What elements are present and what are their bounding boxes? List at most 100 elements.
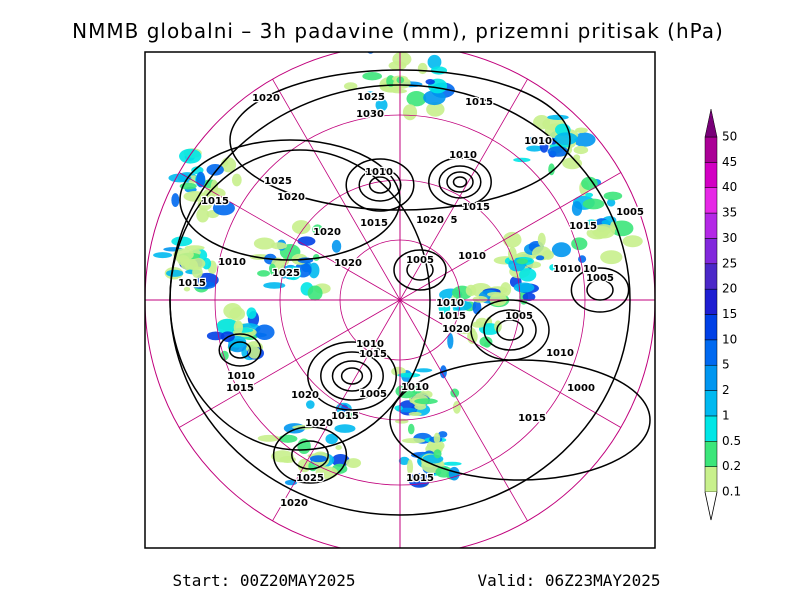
precip-patch [309,455,327,463]
precip-patch [206,331,225,341]
precip-patch [388,61,407,71]
isobar [586,279,614,301]
precip-patch [248,346,261,359]
isobar-label: 1025 [272,268,300,279]
colorbar-label: 25 [722,256,737,270]
isobar [179,139,401,261]
colorbar-label: 2 [722,383,730,397]
isobar [368,176,392,194]
isobar [428,157,492,207]
colorbar-segment [704,364,718,391]
precip-patch [425,79,435,85]
precip-patch [362,72,382,81]
map-frame [144,51,656,549]
precip-patch [417,62,428,75]
precip-patch [415,368,433,373]
isobar-label: 1010 [458,251,486,262]
precip-patch [426,101,445,117]
precip-patch [192,266,203,279]
precip-patch [502,231,522,248]
precip-patch [573,145,589,155]
colorbar-segment [704,390,718,417]
precip-patch [433,449,442,459]
precip-patch [537,232,546,247]
precip-patch [427,54,442,70]
colorbar-segment [704,441,718,467]
isobar-label: 1005 [406,255,434,266]
isobar-label: 1005 [586,273,614,284]
meridian-line [399,299,622,428]
isobar [320,351,384,401]
colorbar-label: 20 [722,282,737,296]
isobar [496,319,524,341]
colorbar-label: 40 [722,180,737,194]
precip-patch [571,201,583,216]
precip-patch [246,307,257,319]
precip-patch [153,252,173,259]
colorbar-segment [704,314,718,341]
colorbar-label: 1 [722,408,730,422]
precip-patch [581,176,598,191]
precip-patch [184,245,205,251]
isobar-label: 1020 [291,390,319,401]
precip-patch [166,269,184,277]
isobar [228,341,252,359]
isobar [345,158,415,212]
isobar [218,333,262,367]
isobar-label: 1020 [280,498,308,509]
precip-patch [257,270,271,277]
precip-patch [408,411,422,417]
isobar [291,440,329,470]
precip-patch [539,139,549,153]
isobar [570,267,630,313]
isobar [169,84,631,516]
precip-patch [375,98,388,112]
precip-patch [191,281,216,290]
meridian-line [178,299,401,428]
isobar-label: 1010 [449,150,477,161]
precip-patch [340,411,353,419]
precip-patch [345,458,362,468]
precip-patch [253,237,276,250]
precip-patch [622,235,643,248]
precip-patch [233,320,244,335]
isobar-label: 1015 [465,97,493,108]
colorbar-label: 35 [722,206,737,220]
colorbar-segment [704,187,718,214]
colorbar-segment [704,415,718,442]
colorbar-label: 5 [722,358,730,372]
precip-patch [335,444,342,450]
isobar [340,367,364,385]
meridian-line [272,299,401,522]
colorbar-label: 0.2 [722,459,741,473]
isobar-label: 1015 [462,202,490,213]
precip-patch [603,191,623,201]
precip-patch [573,154,581,161]
precip-patch [398,456,410,466]
precip-patch [315,466,339,479]
isobar-label: 1015 [201,196,229,207]
isobar-label: 1015 [518,413,546,424]
precip-patch [519,268,537,282]
precip-patch [454,326,476,335]
isobar-label: 1025 [296,473,324,484]
precip-patch [394,405,403,411]
isobar-label: 1010 [553,264,581,275]
precip-patch [513,157,531,163]
colorbar-label: 0.5 [722,434,741,448]
precip-patch [513,282,535,293]
precip-patch [507,246,517,261]
isobar-label: 1010 [356,339,384,350]
precip-patch [171,193,180,207]
precip-patch [173,248,194,261]
precip-patch [447,332,454,349]
precip-patch [307,285,323,301]
precip-patch [406,459,414,475]
isobar-label: 1020 [416,215,444,226]
precip-patch [549,264,557,271]
isobar-label: 1015 [359,349,387,360]
isobar-label: 1010 [436,298,464,309]
precip-patch [291,220,311,235]
precip-patch [305,400,315,409]
